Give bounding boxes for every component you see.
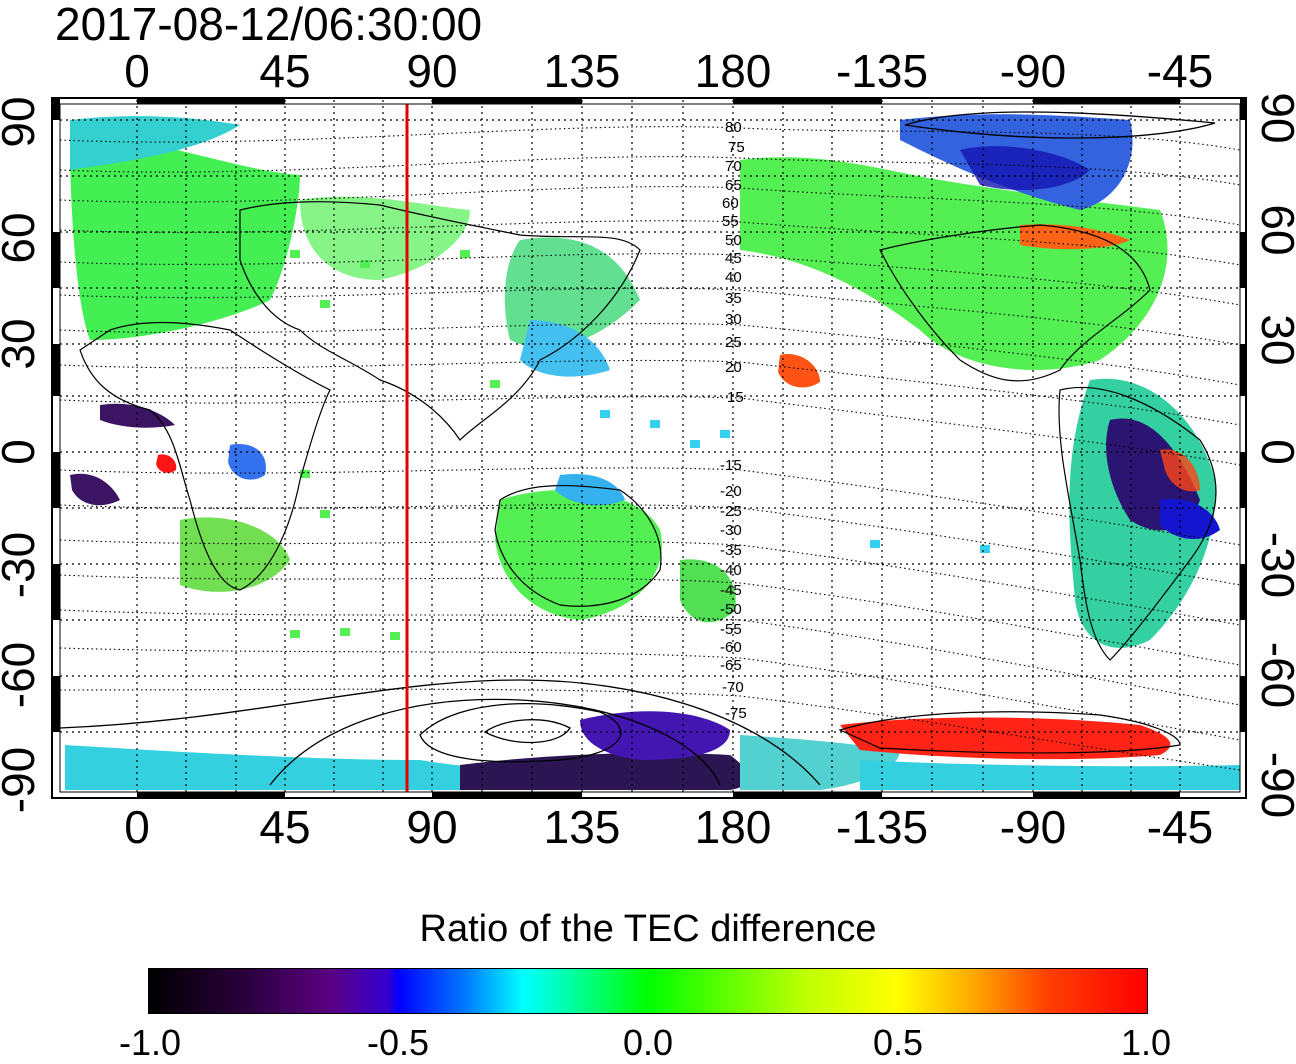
colorbar (148, 968, 1148, 1014)
contour-label: 75 (728, 139, 745, 156)
contour-label: 60 (722, 195, 739, 212)
lon-tick-bottom: 90 (406, 801, 458, 853)
lon-tick-top: 0 (124, 45, 150, 97)
lon-tick-top: 90 (406, 45, 458, 97)
contour-labels: 80 75 70 65 60 55 50 45 40 35 30 25 20 1… (720, 119, 747, 722)
colorbar-tick: -1.0 (118, 1022, 182, 1063)
contour-label: 45 (725, 250, 742, 267)
contour-label: 35 (725, 290, 742, 307)
contour-label: -75 (725, 705, 747, 722)
contour-label: -60 (720, 639, 742, 656)
contour-label: -35 (720, 542, 742, 559)
contour-label: -25 (720, 503, 742, 520)
contour-label: 65 (725, 177, 742, 194)
lon-tick-bottom: 0 (124, 801, 150, 853)
contour-label: 70 (725, 158, 742, 175)
contour-label: 55 (722, 213, 739, 230)
contour-label: -45 (720, 582, 742, 599)
contour-label: -15 (720, 457, 742, 474)
map-timestamp: 2017-08-12/06:30:00 (55, 0, 483, 50)
lon-tick-bottom: 45 (259, 801, 311, 853)
contour-label: -55 (720, 621, 742, 638)
colorbar-title: Ratio of the TEC difference (419, 908, 877, 950)
lon-tick-bottom: -90 (999, 801, 1067, 853)
contour-label: -30 (720, 522, 742, 539)
contour-label: -50 (720, 601, 742, 618)
colorbar-tick: 0.5 (872, 1022, 924, 1063)
axis-tick-bars (52, 98, 1246, 798)
colorbar-tick: -0.5 (366, 1022, 430, 1063)
lon-tick-top: -90 (999, 45, 1067, 97)
lon-tick-top: -135 (835, 45, 929, 97)
colorbar-tick: 1.0 (1120, 1022, 1172, 1063)
contour-label: 80 (725, 119, 742, 136)
lon-tick-bottom: -45 (1146, 801, 1214, 853)
map-frame (51, 97, 1247, 799)
lon-tick-bottom: -135 (835, 801, 929, 853)
contour-label: 30 (725, 311, 742, 328)
lon-tick-top: 180 (694, 45, 772, 97)
magnetic-contours (59, 126, 1241, 771)
contour-label: 40 (725, 269, 742, 286)
contour-label: -20 (720, 483, 742, 500)
coastlines (79, 201, 1217, 754)
contour-label: 50 (725, 232, 742, 249)
lon-tick-bottom: 180 (694, 801, 772, 853)
contour-label: 20 (725, 359, 742, 376)
lon-tick-top: -45 (1146, 45, 1214, 97)
lon-tick-bottom: 135 (543, 801, 621, 853)
lon-tick-top: 45 (259, 45, 311, 97)
contour-label: 25 (725, 334, 742, 351)
contour-label: -65 (720, 657, 742, 674)
solid-contours (59, 111, 1216, 786)
colorbar-tick: 0.0 (622, 1022, 674, 1063)
contour-label: -70 (722, 679, 744, 696)
contour-label: 15 (727, 389, 744, 406)
lon-tick-top: 135 (543, 45, 621, 97)
contour-label: -40 (720, 562, 742, 579)
map-grid (60, 100, 1240, 795)
